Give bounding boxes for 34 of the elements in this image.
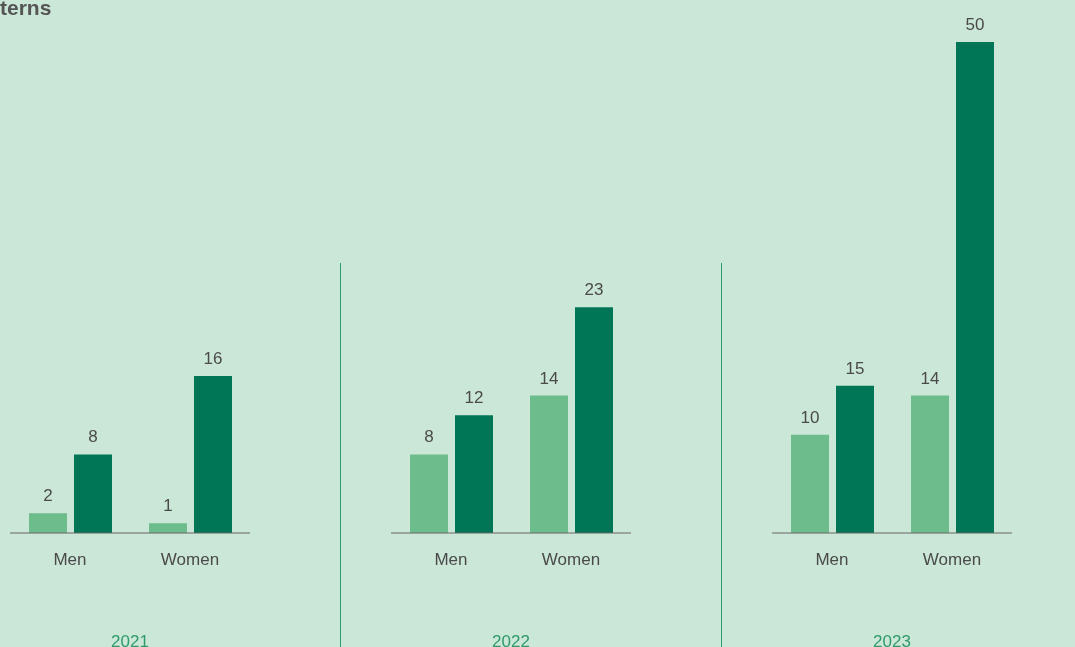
x-tick-label: Women bbox=[541, 550, 601, 570]
chart-title: terns bbox=[0, 0, 52, 20]
bar bbox=[791, 434, 829, 533]
data-label: 50 bbox=[965, 15, 985, 34]
x-tick-label: Men bbox=[53, 550, 87, 570]
x-tick-label: Men bbox=[815, 550, 849, 570]
bar bbox=[575, 307, 613, 533]
data-label: 12 bbox=[464, 388, 484, 408]
data-label: 1 bbox=[163, 496, 173, 516]
data-label: 23 bbox=[584, 280, 604, 300]
bar bbox=[29, 513, 67, 533]
x-axis-title: 2023 bbox=[873, 632, 911, 647]
data-label: 8 bbox=[88, 427, 98, 447]
data-label: 14 bbox=[539, 368, 559, 388]
x-tick-label: Women bbox=[922, 550, 982, 570]
data-label: 10 bbox=[800, 407, 820, 427]
bar bbox=[149, 523, 187, 533]
bar bbox=[956, 42, 994, 533]
bar bbox=[74, 454, 112, 533]
x-tick-label: Men bbox=[434, 550, 468, 570]
data-label: 2 bbox=[43, 486, 53, 506]
bar bbox=[836, 385, 874, 533]
data-label: 15 bbox=[845, 358, 865, 378]
bar bbox=[455, 415, 493, 533]
bar bbox=[410, 454, 448, 533]
x-axis-title: 2021 bbox=[111, 632, 149, 647]
bar bbox=[194, 375, 232, 533]
data-label: 16 bbox=[203, 348, 223, 368]
x-tick-label: Women bbox=[160, 550, 220, 570]
data-label: 8 bbox=[424, 427, 434, 447]
data-label: 14 bbox=[920, 368, 940, 388]
bar bbox=[911, 395, 949, 533]
bar bbox=[530, 395, 568, 533]
x-axis-title: 2022 bbox=[492, 632, 530, 647]
